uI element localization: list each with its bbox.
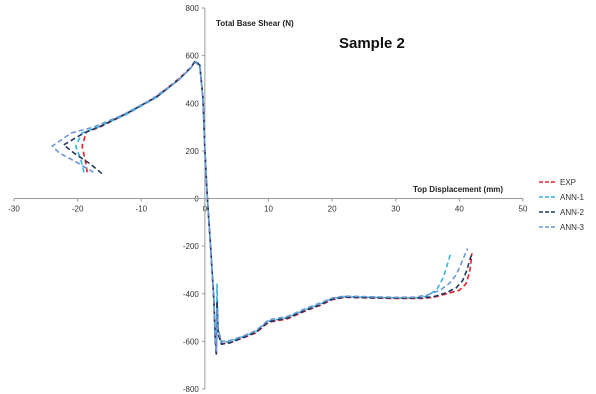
series-layer	[51, 60, 473, 357]
y-tick-label: -800	[183, 385, 200, 394]
x-tick-label: 40	[455, 205, 464, 214]
legend-label: EXP	[560, 178, 576, 187]
chart-title: Sample 2	[339, 35, 405, 52]
series-line-ann-1	[74, 60, 452, 352]
legend-label: ANN-3	[560, 223, 585, 232]
x-tick-label: 20	[328, 205, 337, 214]
legend-label: ANN-1	[560, 193, 585, 202]
y-tick-label: -400	[183, 290, 200, 299]
legend: EXP ANN-1 ANN-2 ANN-3	[539, 178, 585, 232]
x-tick-label: -30	[8, 205, 20, 214]
y-tick-label: 600	[186, 52, 200, 61]
y-tick-label: -600	[183, 337, 200, 346]
legend-label: ANN-2	[560, 208, 585, 217]
x-tick-label: -20	[72, 205, 84, 214]
y-tick-label: 800	[186, 4, 200, 13]
y-tick-label: -200	[183, 242, 200, 251]
y-axis-title: Total Base Shear (N)	[216, 19, 294, 28]
y-tick-label: 200	[186, 147, 200, 156]
x-tick-label: 30	[391, 205, 400, 214]
x-tick-label: 10	[264, 205, 273, 214]
series-line-ann-3	[51, 61, 469, 352]
y-tick-label: 400	[186, 99, 200, 108]
series-line-ann-2	[62, 60, 473, 357]
x-axis-title: Top Displacement (mm)	[413, 185, 503, 194]
axes-layer	[14, 8, 523, 389]
x-tick-label: 50	[519, 205, 528, 214]
x-tick-label: -10	[135, 205, 147, 214]
